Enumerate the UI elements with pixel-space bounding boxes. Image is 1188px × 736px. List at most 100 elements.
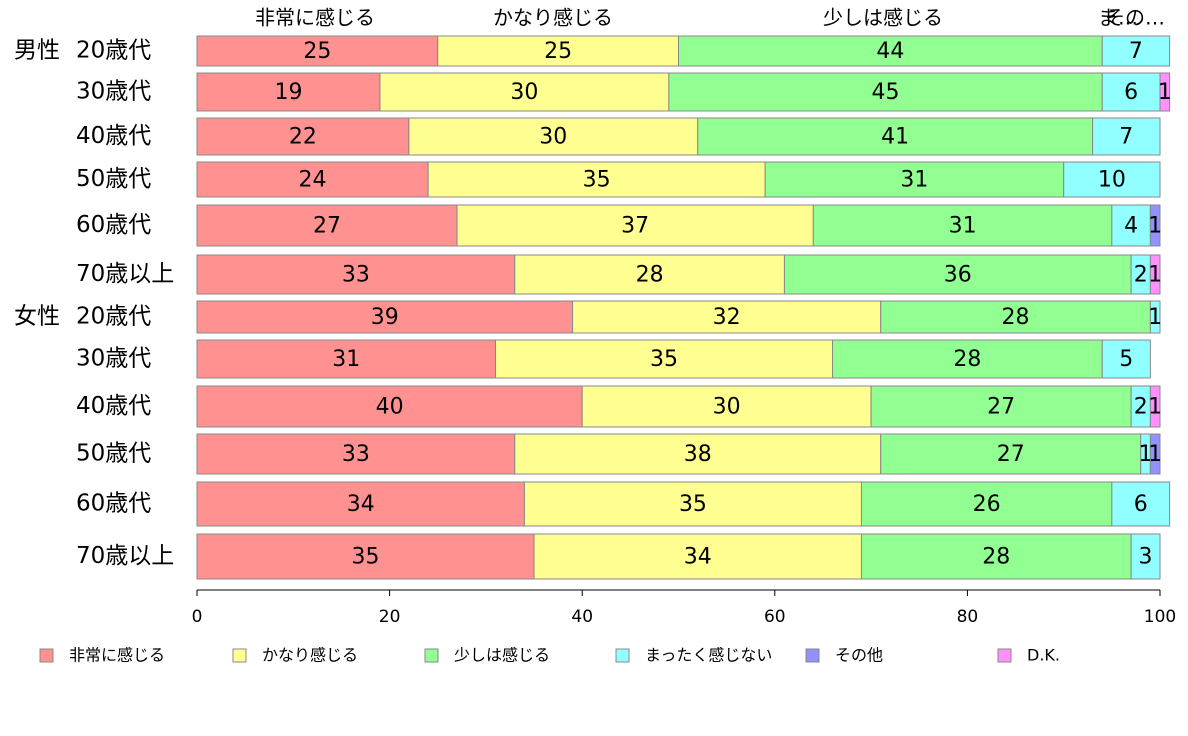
top-series-label: 少しは感じる [823,6,943,30]
data-label: 2 [1134,395,1148,420]
legend-label: その他 [835,646,883,665]
data-label: 35 [583,168,611,193]
legend-swatch [39,648,54,663]
bar-segment [860,481,1113,527]
bar-segment [697,117,1094,156]
data-label: 32 [713,305,741,330]
legend-swatch [424,648,439,663]
category-label: 30歳代 [76,346,151,372]
data-label: 34 [684,545,712,570]
data-label: 6 [1124,80,1138,105]
category-label: 50歳代 [76,166,151,192]
data-label: 37 [621,214,649,239]
bar-segment [1130,533,1161,580]
data-label: 41 [881,125,909,150]
bar-segment [880,300,1151,334]
legend-swatch [805,648,820,663]
bar-segment [581,385,872,428]
category-label: 20歳代 [76,38,151,64]
bar-segment [1063,161,1161,198]
bar-segment [832,339,1103,379]
bar-segment [437,35,679,67]
bar-segment [1111,481,1171,527]
data-label: 1 [1139,442,1153,467]
bar-segment [1149,385,1161,428]
bar-segment [196,433,516,475]
bar-segment [456,204,814,247]
x-axis: 0 20 40 60 80 100 [192,589,1176,627]
legend-swatch [615,648,630,663]
category-label: 70歳以上 [76,261,174,287]
data-label: 33 [342,263,370,288]
data-label: 36 [944,263,972,288]
data-label: 34 [347,492,375,517]
data-label: 1 [1158,80,1172,105]
category-label: 40歳代 [76,393,151,419]
bar-segment [196,254,516,295]
category-label: 60歳代 [76,212,151,238]
data-label: 2 [1134,263,1148,288]
bar-segment [533,533,862,580]
data-label: 5 [1119,347,1133,372]
data-label: 28 [1002,305,1030,330]
bar-segment [196,481,525,527]
data-label: 28 [953,347,981,372]
data-label: 28 [636,263,664,288]
top-series-label: 非常に感じる [255,6,375,30]
legend-label: かなり感じる [262,646,358,665]
top-series-label: かなり感じる [493,6,613,30]
data-label: 30 [713,395,741,420]
data-label: 30 [539,125,567,150]
data-label: 31 [332,347,360,372]
x-tick-label: 80 [957,607,979,627]
bar-segment [812,204,1113,247]
data-label: 28 [982,545,1010,570]
bar-segment [1111,204,1151,247]
group-label: 男性 [14,38,60,64]
category-label: 20歳代 [76,304,151,330]
data-label: 31 [900,168,928,193]
data-label: 39 [371,305,399,330]
bar-segment [1101,35,1171,67]
data-label: 27 [997,442,1025,467]
bar-segment [572,300,882,334]
data-label: 7 [1129,39,1143,64]
legend: 非常に感じる かなり感じる 少しは感じる まったく感じない その他 D.K. [39,646,1060,665]
x-tick-label: 20 [379,607,401,627]
legend-swatch [232,648,247,663]
category-label: 40歳代 [76,123,151,149]
data-label: 1 [1148,305,1162,330]
data-label: 7 [1119,125,1133,150]
bar-segment [678,35,1103,67]
x-tick-label: 100 [1144,607,1176,627]
data-label: 24 [299,168,327,193]
bar-segment [514,433,882,475]
category-label: 30歳代 [76,79,151,105]
data-label: 3 [1139,545,1153,570]
data-label: 45 [872,80,900,105]
data-label: 19 [274,80,302,105]
group-label: 女性 [14,304,60,330]
data-label: 44 [876,39,904,64]
top-series-labels: 非常に感じる かなり感じる 少しは感じる ま…その… [255,6,1165,30]
category-label: 60歳代 [76,491,151,517]
bar-segment [1159,72,1171,112]
bar-segment [196,35,439,67]
bar-segment [1101,339,1151,379]
data-label: 6 [1134,492,1148,517]
top-series-label: その… [1105,6,1165,30]
data-label: 35 [679,492,707,517]
top-series-label: ま… [1098,6,1138,30]
bar-segment [880,433,1142,475]
bar-segment [196,117,410,156]
legend-swatch [997,648,1012,663]
bar-segment [408,117,699,156]
data-label: 1 [1148,214,1162,239]
data-label: 27 [313,214,341,239]
legend-label: まったく感じない [645,646,772,665]
bar-segment [1149,254,1161,295]
data-label: 27 [987,395,1015,420]
data-label: 26 [973,492,1001,517]
